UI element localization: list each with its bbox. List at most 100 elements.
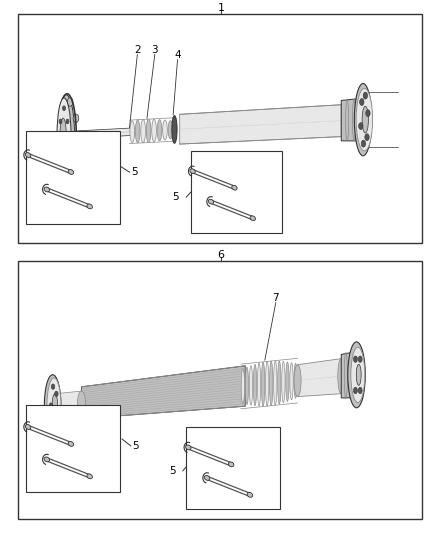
FancyBboxPatch shape	[186, 427, 280, 510]
Polygon shape	[81, 366, 245, 419]
Ellipse shape	[353, 387, 357, 394]
Polygon shape	[76, 128, 134, 139]
Ellipse shape	[228, 462, 234, 467]
Text: 7: 7	[272, 293, 279, 303]
Ellipse shape	[87, 204, 92, 209]
Ellipse shape	[290, 362, 293, 400]
Ellipse shape	[52, 394, 58, 417]
Ellipse shape	[241, 369, 244, 403]
Text: 5: 5	[132, 441, 139, 451]
Ellipse shape	[261, 362, 265, 406]
Ellipse shape	[68, 441, 74, 446]
Ellipse shape	[55, 415, 58, 420]
Ellipse shape	[265, 361, 269, 406]
Ellipse shape	[186, 445, 191, 450]
Ellipse shape	[51, 384, 55, 389]
Ellipse shape	[286, 362, 289, 401]
Polygon shape	[297, 359, 341, 397]
Ellipse shape	[274, 361, 277, 405]
FancyBboxPatch shape	[26, 405, 120, 492]
Ellipse shape	[44, 375, 61, 437]
Ellipse shape	[356, 365, 361, 385]
Ellipse shape	[68, 169, 74, 174]
Polygon shape	[341, 352, 354, 398]
Ellipse shape	[278, 361, 281, 404]
Text: 6: 6	[218, 250, 225, 260]
Ellipse shape	[359, 123, 363, 130]
Ellipse shape	[58, 95, 74, 174]
Ellipse shape	[365, 134, 369, 141]
Ellipse shape	[25, 152, 31, 157]
Ellipse shape	[59, 119, 62, 124]
Ellipse shape	[60, 118, 66, 151]
FancyBboxPatch shape	[26, 131, 120, 224]
Ellipse shape	[146, 119, 151, 142]
Ellipse shape	[168, 120, 173, 139]
Ellipse shape	[269, 361, 273, 406]
Ellipse shape	[152, 119, 156, 142]
Ellipse shape	[361, 140, 366, 147]
Text: 5: 5	[169, 466, 175, 476]
Ellipse shape	[362, 106, 368, 133]
Ellipse shape	[354, 84, 372, 156]
Text: 2: 2	[134, 45, 141, 55]
Polygon shape	[60, 391, 81, 417]
Ellipse shape	[245, 367, 249, 405]
Ellipse shape	[348, 342, 365, 408]
FancyBboxPatch shape	[191, 151, 283, 233]
Ellipse shape	[172, 116, 177, 143]
Text: 5: 5	[172, 192, 179, 202]
Ellipse shape	[66, 146, 69, 150]
Ellipse shape	[141, 119, 145, 143]
Ellipse shape	[356, 88, 373, 151]
Ellipse shape	[63, 159, 66, 164]
Ellipse shape	[162, 120, 167, 140]
Text: 3: 3	[152, 45, 158, 55]
Ellipse shape	[78, 391, 85, 415]
Ellipse shape	[130, 121, 134, 142]
Ellipse shape	[73, 114, 79, 123]
Ellipse shape	[49, 403, 53, 408]
Ellipse shape	[282, 361, 285, 403]
Ellipse shape	[59, 146, 62, 150]
Ellipse shape	[55, 391, 58, 397]
Ellipse shape	[87, 474, 92, 479]
Ellipse shape	[338, 359, 345, 394]
Ellipse shape	[358, 356, 362, 362]
Ellipse shape	[25, 424, 31, 430]
Ellipse shape	[63, 106, 66, 111]
Ellipse shape	[258, 363, 261, 406]
Ellipse shape	[360, 99, 364, 106]
Ellipse shape	[67, 163, 73, 172]
Bar	[18, 261, 422, 519]
Ellipse shape	[47, 378, 61, 433]
Text: 5: 5	[131, 167, 138, 177]
Ellipse shape	[190, 169, 195, 174]
Ellipse shape	[249, 366, 253, 405]
Polygon shape	[180, 104, 341, 144]
Text: 1: 1	[218, 3, 225, 13]
Text: 4: 4	[174, 51, 181, 60]
Ellipse shape	[250, 216, 255, 221]
Ellipse shape	[66, 119, 69, 124]
Ellipse shape	[208, 199, 214, 204]
Ellipse shape	[157, 119, 162, 141]
Ellipse shape	[61, 147, 67, 155]
Ellipse shape	[366, 110, 370, 117]
Ellipse shape	[51, 422, 55, 427]
Ellipse shape	[44, 187, 49, 192]
Ellipse shape	[351, 347, 365, 402]
Ellipse shape	[205, 475, 210, 480]
Ellipse shape	[67, 98, 73, 106]
Ellipse shape	[358, 387, 362, 394]
Ellipse shape	[135, 120, 140, 143]
Ellipse shape	[232, 185, 237, 190]
Ellipse shape	[294, 365, 301, 397]
Ellipse shape	[247, 492, 253, 497]
Polygon shape	[341, 99, 361, 141]
Ellipse shape	[253, 365, 257, 406]
Ellipse shape	[363, 92, 367, 99]
Ellipse shape	[353, 356, 357, 362]
Ellipse shape	[57, 98, 71, 171]
Ellipse shape	[61, 114, 67, 123]
